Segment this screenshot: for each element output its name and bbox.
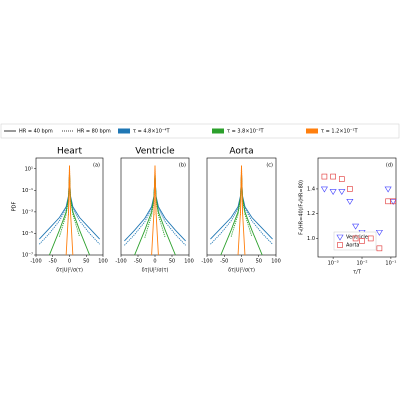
pdf-line [65, 165, 74, 255]
x-tick-label: -100 [30, 259, 41, 265]
y-axis-label: PDF [12, 202, 18, 212]
legend-marker [337, 242, 343, 248]
marker [375, 229, 383, 236]
legend-label: Ventricle [346, 235, 368, 241]
x-tick-label: -50 [134, 259, 142, 265]
marker [329, 189, 337, 195]
x-axis-label: δτ|U|²/σ(τ) [228, 268, 255, 274]
panel-title: Heart [57, 147, 83, 157]
marker [330, 173, 336, 180]
panel-label: (d) [386, 163, 393, 169]
x-tick-label: -100 [115, 259, 126, 265]
y-tick-label: 1.4 [307, 186, 315, 192]
y-axis-label: F₄(HR=40)/F₄(HR=80) [299, 180, 305, 235]
pdf-line [237, 165, 246, 255]
panel-label: (b) [179, 163, 186, 169]
legend-frame [0, 123, 400, 139]
x-tick-label: 0 [68, 259, 71, 265]
marker [390, 198, 396, 205]
x-tick-label: -50 [49, 259, 57, 265]
legend-label: τ = 3.8×10⁻³T [227, 129, 265, 135]
marker [339, 176, 345, 182]
x-tick-label: 50 [169, 259, 175, 265]
legend-label: HR = 80 bpm [77, 129, 111, 135]
legend-patch [306, 128, 318, 134]
legend-label: τ = 4.8×10⁻⁴T [133, 129, 171, 135]
marker [389, 199, 397, 205]
pdf-line [153, 165, 157, 216]
x-tick-label: 100 [98, 259, 108, 265]
x-tick-label: -50 [220, 259, 228, 265]
marker [347, 186, 353, 192]
x-tick-label: 100 [184, 259, 194, 265]
x-tick-label: 50 [256, 259, 262, 265]
marker [385, 198, 391, 205]
y-tick-label: 10⁻¹ [22, 188, 33, 194]
pdf-line [144, 173, 166, 238]
marker [367, 235, 374, 242]
y-tick-label: 10⁻⁷ [22, 253, 33, 259]
pdf-line [240, 165, 243, 216]
marker [320, 186, 328, 193]
x-tick-label: 10⁻¹ [385, 261, 396, 267]
pdf-line [68, 165, 71, 216]
marker [338, 189, 346, 195]
panel-label: (c) [266, 163, 273, 169]
legend-patch [118, 128, 130, 134]
x-tick-label: 50 [83, 259, 89, 265]
y-tick-label: 10⁻⁵ [22, 231, 33, 237]
x-tick-label: 0 [153, 259, 156, 265]
marker [321, 173, 328, 180]
panel-label: (a) [93, 163, 100, 169]
x-tick-label: 0 [240, 259, 243, 265]
x-axis-label: δτ|U|²/σ(τ) [142, 268, 169, 274]
x-tick-label: 10⁻² [357, 261, 368, 267]
legend-marker [336, 234, 344, 241]
marker [359, 238, 365, 244]
marker [346, 199, 354, 205]
legend-label: Aorta [346, 243, 359, 249]
marker [352, 235, 359, 242]
x-axis-label: δτ|U|²/σ(τ) [56, 268, 83, 274]
x-tick-label: -100 [201, 259, 212, 265]
marker [352, 223, 360, 230]
marker [384, 186, 392, 193]
panel-title: Ventricle [135, 147, 175, 157]
y-tick-label: 10⁻³ [22, 209, 33, 215]
legend-patch [212, 128, 224, 134]
y-tick-label: 10¹ [25, 166, 33, 172]
x-tick-label: 10⁻³ [328, 261, 339, 267]
x-axis-label: τ/T [353, 270, 362, 276]
legend-label: HR = 40 bpm [19, 129, 53, 135]
legend-label: τ = 1.2×10⁻¹T [321, 129, 359, 135]
panel-title: Aorta [229, 147, 253, 157]
y-tick-label: 1.0 [307, 236, 315, 242]
pdf-line [151, 165, 159, 255]
x-tick-label: 100 [271, 259, 281, 265]
plot-frame [317, 157, 397, 258]
marker [376, 245, 383, 252]
y-tick-label: 1.2 [307, 211, 315, 217]
